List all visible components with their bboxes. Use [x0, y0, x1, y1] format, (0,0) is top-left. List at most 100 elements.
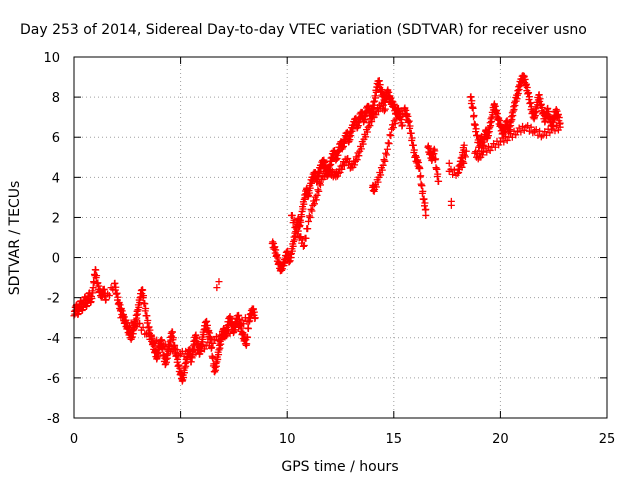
data-point — [209, 354, 217, 362]
data-point — [88, 294, 96, 302]
data-point — [556, 123, 564, 131]
data-point — [381, 105, 389, 113]
data-point — [410, 146, 418, 154]
data-point — [272, 246, 280, 254]
data-point — [213, 284, 221, 292]
y-tick-label: -6 — [47, 372, 60, 387]
data-point — [141, 300, 149, 308]
chart-title: Day 253 of 2014, Sidereal Day-to-day VTE… — [20, 22, 587, 38]
data-point — [525, 89, 533, 97]
data-point — [203, 317, 211, 325]
data-point — [274, 254, 282, 262]
data-point — [372, 183, 380, 191]
data-point — [359, 140, 367, 148]
data-point — [520, 72, 528, 80]
y-tick-label: 8 — [52, 91, 60, 106]
data-point — [170, 344, 178, 352]
data-point — [460, 159, 468, 167]
data-point — [300, 242, 308, 250]
data-point — [375, 77, 383, 85]
data-point — [524, 122, 532, 130]
x-tick-label: 20 — [492, 432, 509, 447]
data-point — [245, 314, 253, 322]
x-tick-label: 25 — [599, 432, 616, 447]
data-point — [493, 110, 501, 118]
y-tick-label: 4 — [52, 171, 60, 186]
data-point — [161, 340, 169, 348]
data-point — [450, 166, 458, 174]
data-point — [302, 234, 310, 242]
data-point — [368, 118, 376, 126]
data-point — [514, 90, 522, 98]
data-point — [199, 341, 207, 349]
data-point — [316, 179, 324, 187]
data-point — [418, 182, 426, 190]
data-point — [386, 131, 394, 139]
data-point — [515, 124, 523, 132]
data-point — [406, 122, 414, 130]
data-point — [484, 132, 492, 140]
data-point — [545, 108, 553, 116]
data-point — [244, 333, 252, 341]
data-point — [432, 155, 440, 163]
data-point — [163, 358, 171, 366]
data-point — [380, 101, 388, 109]
data-point — [409, 141, 417, 149]
data-point — [371, 94, 379, 102]
data-point — [392, 115, 400, 123]
data-point — [380, 156, 388, 164]
data-point — [290, 216, 298, 224]
data-point — [447, 201, 455, 209]
data-point — [382, 149, 390, 157]
data-point — [235, 311, 243, 319]
data-point — [487, 122, 495, 130]
data-point — [469, 104, 477, 112]
data-point — [299, 242, 307, 250]
data-point — [169, 334, 177, 342]
data-point — [206, 329, 214, 337]
data-point — [227, 315, 235, 323]
data-point — [525, 93, 533, 101]
data-point — [251, 314, 259, 322]
data-point — [421, 199, 429, 207]
data-point — [135, 303, 143, 311]
data-point — [417, 172, 425, 180]
data-point — [148, 332, 156, 340]
data-point — [313, 191, 321, 199]
data-point — [461, 151, 469, 159]
data-point — [129, 323, 137, 331]
data-point — [112, 283, 120, 291]
data-point — [512, 131, 520, 139]
data-point — [553, 122, 561, 130]
data-point — [460, 141, 468, 149]
data-point — [145, 323, 153, 331]
data-point — [498, 134, 506, 142]
data-point — [175, 361, 183, 369]
data-point — [243, 317, 251, 325]
data-point — [497, 120, 505, 128]
data-point — [523, 83, 531, 91]
x-tick-label: 5 — [176, 432, 184, 447]
data-point — [473, 131, 481, 139]
data-point — [495, 141, 503, 149]
data-point — [398, 121, 406, 129]
data-point — [422, 211, 430, 219]
data-point — [353, 156, 361, 164]
data-point — [542, 115, 550, 123]
data-point — [212, 333, 220, 341]
data-point — [517, 128, 525, 136]
x-axis-title: GPS time / hours — [281, 459, 398, 475]
data-point — [449, 171, 457, 179]
data-point — [100, 285, 108, 293]
data-point — [128, 333, 136, 341]
data-point — [203, 321, 211, 329]
data-point — [551, 127, 559, 135]
y-axis-title: SDTVAR / TECUs — [7, 181, 23, 296]
data-series-sdtvar — [70, 71, 564, 385]
data-point — [216, 344, 224, 352]
data-point — [419, 187, 427, 195]
data-point — [142, 304, 150, 312]
data-point — [362, 133, 370, 141]
data-point — [288, 211, 296, 219]
